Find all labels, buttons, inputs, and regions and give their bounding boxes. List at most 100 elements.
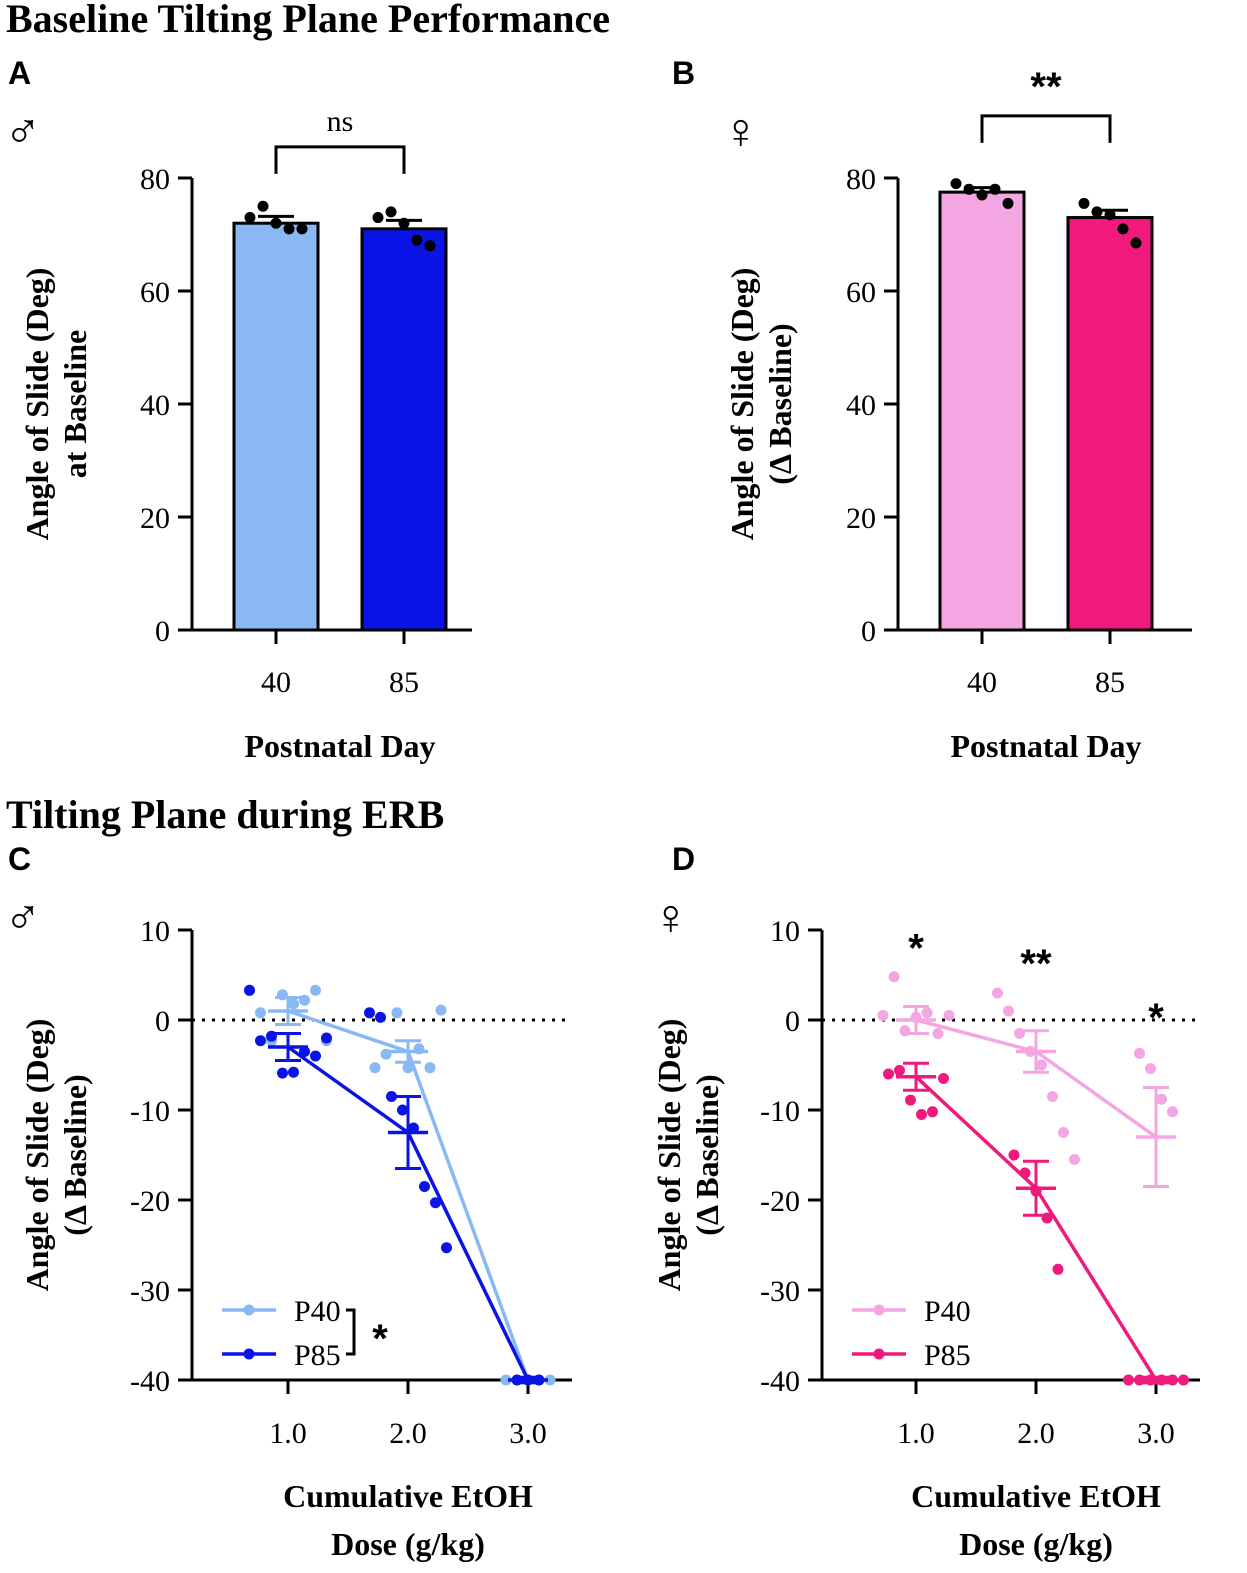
data-point <box>430 1197 441 1209</box>
bar <box>1066 216 1154 632</box>
data-point <box>1145 1063 1156 1075</box>
data-point <box>299 1046 310 1057</box>
data-point <box>544 1374 556 1386</box>
y-tick-label: 60 <box>846 276 876 309</box>
data-point <box>932 1028 944 1039</box>
data-point <box>894 1064 905 1076</box>
data-point <box>976 189 988 201</box>
significance-marker: ** <box>1020 942 1052 986</box>
data-point <box>424 240 436 252</box>
y-axis-label-line: at Baseline <box>57 330 93 478</box>
data-point <box>310 1050 321 1062</box>
data-point <box>899 1025 911 1037</box>
data-point <box>386 1091 397 1102</box>
data-point <box>1117 223 1129 235</box>
data-point <box>1047 1091 1058 1102</box>
y-tick-label: 40 <box>140 389 170 422</box>
data-point <box>244 984 255 996</box>
data-point <box>402 1062 414 1074</box>
x-tick-label: 85 <box>1095 666 1125 699</box>
legend-label: P40 <box>924 1295 971 1328</box>
data-point <box>1167 1106 1178 1118</box>
x-axis-label: Postnatal Day <box>244 728 435 764</box>
data-point <box>1167 1374 1178 1386</box>
bar <box>938 190 1026 632</box>
data-point <box>255 1035 266 1047</box>
x-tick-label: 2.0 <box>389 1417 427 1450</box>
x-tick-label: 2.0 <box>1017 1417 1055 1450</box>
data-point <box>1019 1167 1031 1179</box>
data-point <box>989 183 1001 195</box>
data-point <box>910 1011 922 1023</box>
data-point <box>992 987 1003 999</box>
y-tick-label: -40 <box>760 1365 800 1398</box>
y-tick-label: -40 <box>130 1365 170 1398</box>
data-point <box>1156 1093 1167 1105</box>
data-point <box>1134 1047 1145 1059</box>
data-point <box>1130 237 1142 249</box>
x-tick-label: 40 <box>261 666 291 699</box>
legend-significance-bracket <box>346 1308 356 1356</box>
x-tick-label: 40 <box>967 666 997 699</box>
y-tick-label: 0 <box>861 615 876 648</box>
y-axis-label-line: Angle of Slide (Deg) <box>651 1019 687 1292</box>
data-point <box>411 234 423 246</box>
panel-a: A ♂ 0 20 40 60 80 Angle of Slide (Deg)at Baseli… <box>4 55 472 764</box>
bar <box>360 227 448 632</box>
data-point <box>938 1073 949 1084</box>
panel-d: D ♀ 10 0 -10 -20 -30 -40 Angle of Slide (Deg)(Δ … <box>651 841 1200 1562</box>
significance-marker: * <box>1148 996 1164 1040</box>
data-point <box>277 1067 288 1079</box>
y-tick-label: 0 <box>155 1005 170 1038</box>
significance-label: ns <box>327 105 354 138</box>
bar <box>232 221 320 632</box>
data-point <box>408 1122 419 1134</box>
data-point <box>1091 206 1103 218</box>
data-point <box>1145 1374 1156 1386</box>
data-point <box>916 1109 927 1120</box>
panel-letter: A <box>8 55 31 91</box>
legend-label: P85 <box>924 1339 971 1372</box>
data-point <box>1069 1154 1080 1165</box>
data-point <box>257 200 269 212</box>
data-point <box>283 223 295 235</box>
significance-label: ** <box>1030 65 1062 109</box>
data-point <box>1002 197 1014 209</box>
data-point <box>1008 1149 1020 1161</box>
data-point <box>385 206 397 218</box>
legend-marker <box>873 1304 885 1316</box>
data-point <box>921 1007 933 1019</box>
legend-marker <box>243 1348 255 1360</box>
data-point <box>296 223 308 235</box>
data-point <box>299 994 310 1006</box>
x-tick-label: 85 <box>389 666 419 699</box>
y-axis-label-line: Angle of Slide (Deg) <box>19 268 55 541</box>
x-tick-label: 3.0 <box>1137 1417 1175 1450</box>
data-point <box>950 178 962 190</box>
significance-bracket <box>980 114 1112 143</box>
x-tick-label: 1.0 <box>269 1417 307 1450</box>
legend-marker <box>873 1348 885 1360</box>
data-point <box>943 1010 955 1021</box>
data-point <box>372 212 384 224</box>
data-point <box>1025 1046 1036 1057</box>
data-point <box>391 1007 403 1019</box>
y-axis-label-line: Angle of Slide (Deg) <box>19 1019 55 1292</box>
data-point <box>310 984 321 996</box>
x-axis-label-line-2: Dose (g/kg) <box>959 1526 1113 1562</box>
data-point <box>1041 1212 1053 1224</box>
male-symbol-icon: ♂ <box>4 103 42 159</box>
y-tick-label: 20 <box>846 502 876 535</box>
panel-b: B ♀ 0 20 40 60 80 Angle of Slide (Deg)(Δ Baseli… <box>672 55 1192 764</box>
y-axis-label: Angle of Slide (Deg)(Δ Baseline) <box>651 1019 725 1292</box>
y-tick-label: 20 <box>140 502 170 535</box>
data-point <box>397 1104 408 1116</box>
female-symbol-icon: ♀ <box>722 103 760 159</box>
data-point <box>1036 1059 1047 1071</box>
y-tick-label: 0 <box>155 615 170 648</box>
data-point <box>1078 197 1090 209</box>
x-axis-label-line-2: Dose (g/kg) <box>331 1526 485 1562</box>
data-point <box>270 217 282 229</box>
data-point <box>1052 1263 1064 1275</box>
